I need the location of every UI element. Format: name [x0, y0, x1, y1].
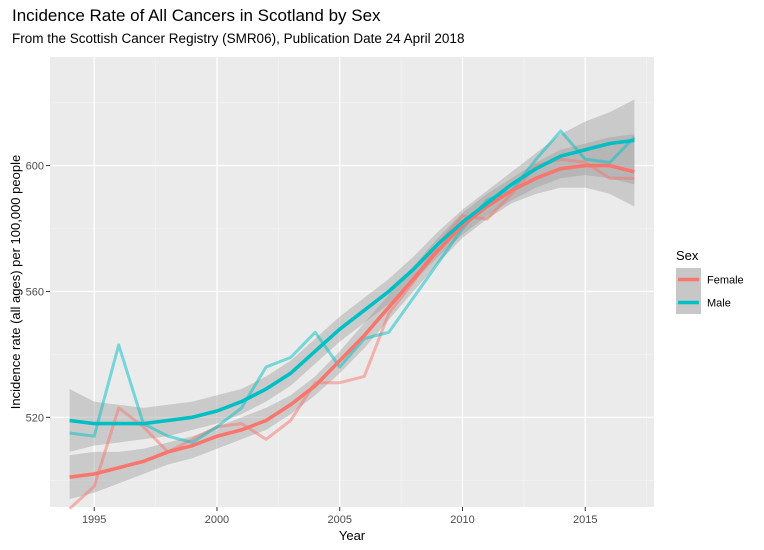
trend-line-male [69, 138, 635, 426]
legend: Sex Female Male [676, 248, 744, 314]
legend-label-male: Male [707, 298, 731, 310]
legend-key-female [676, 268, 701, 291]
series-line-female [68, 157, 635, 510]
x-tick-label: 2015 [573, 514, 597, 526]
chart-title: Incidence Rate of All Cancers in Scotlan… [12, 6, 381, 25]
y-axis-ticks: 520 560 600 [26, 161, 50, 424]
legend-label-female: Female [707, 275, 744, 287]
trend-line-female [69, 163, 635, 479]
confidence-band-female [69, 134, 635, 500]
x-tick-label: 2000 [205, 514, 229, 526]
chart-subtitle: From the Scottish Cancer Registry (SMR06… [12, 31, 465, 46]
confidence-band-male [69, 99, 635, 452]
plot-panel [50, 57, 654, 507]
y-tick-label: 600 [26, 161, 44, 173]
smooth-trend-lines [69, 138, 635, 479]
x-tick-label: 2010 [450, 514, 474, 526]
major-gridlines [50, 57, 654, 507]
x-axis-ticks: 1995 2000 2005 2010 2015 [82, 507, 597, 526]
y-tick-label: 560 [26, 286, 44, 298]
x-axis-title: Year [339, 528, 366, 543]
raw-series-lines [68, 129, 636, 510]
y-axis-title: Incidence rate (all ages) per 100,000 pe… [8, 155, 23, 409]
confidence-bands [69, 99, 635, 500]
legend-key-male [676, 291, 701, 314]
legend-title: Sex [676, 248, 699, 263]
x-tick-label: 1995 [82, 514, 106, 526]
series-line-male [69, 129, 636, 444]
x-tick-label: 2005 [327, 514, 351, 526]
y-tick-label: 520 [26, 412, 44, 424]
